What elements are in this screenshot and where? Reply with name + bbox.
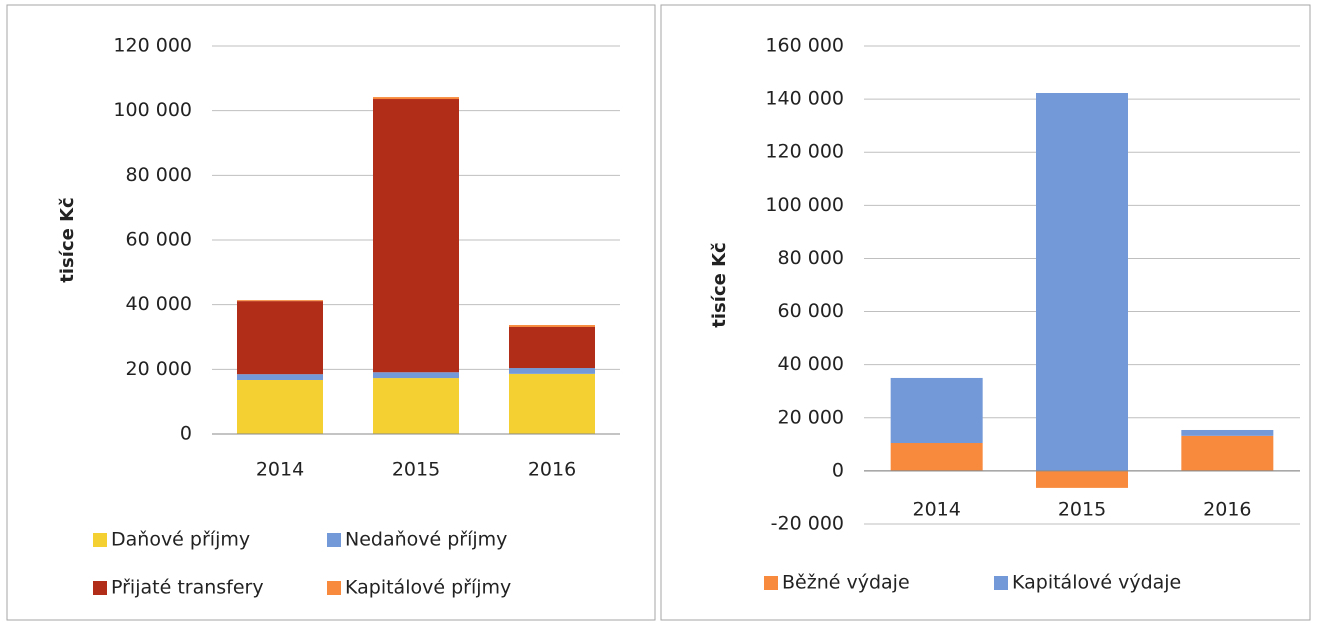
y-tick-label: 60 000 [126, 229, 192, 251]
y-tick-label: 100 000 [113, 99, 192, 121]
legend-label: Daňové příjmy [111, 529, 250, 551]
bar-segment [1181, 435, 1274, 471]
legend-swatch [327, 581, 341, 595]
x-tick-label: 2016 [1203, 499, 1251, 521]
bar-segment [237, 301, 323, 375]
x-tick-label: 2015 [392, 459, 440, 481]
bar-segment [890, 377, 983, 444]
y-tick-label: 120 000 [765, 141, 844, 163]
bar-segment [509, 326, 595, 369]
bar-segment [1036, 470, 1128, 488]
panel-border [6, 4, 656, 621]
y-tick-label: 20 000 [778, 406, 844, 428]
bar-segment [890, 443, 983, 471]
bar-segment [373, 99, 459, 373]
bar-segment [237, 300, 323, 302]
y-tick-label: 40 000 [126, 293, 192, 315]
legend-label: Běžné výdaje [782, 572, 910, 594]
legend-swatch [994, 576, 1008, 590]
y-axis-label: tisíce Kč [57, 197, 78, 282]
legend-label: Nedaňové příjmy [345, 529, 507, 551]
x-tick-label: 2014 [912, 499, 960, 521]
y-tick-label: 20 000 [126, 358, 192, 380]
y-tick-label: 100 000 [765, 194, 844, 216]
legend-swatch [93, 581, 107, 595]
y-axis-label: tisíce Kč [709, 242, 730, 327]
bar-segment [509, 368, 595, 374]
bar-segment [237, 380, 323, 434]
bar-segment [237, 374, 323, 381]
y-tick-label: 120 000 [113, 35, 192, 57]
y-tick-label: 0 [180, 423, 192, 445]
y-tick-label: 160 000 [765, 35, 844, 57]
x-tick-label: 2016 [528, 459, 576, 481]
legend-label: Kapitálové výdaje [1012, 572, 1181, 594]
bar-segment [1181, 429, 1274, 436]
bar-segment [373, 97, 459, 100]
y-tick-label: 0 [832, 459, 844, 481]
panel-border [660, 4, 1311, 621]
legend-swatch [327, 533, 341, 547]
x-tick-label: 2015 [1058, 499, 1106, 521]
y-tick-label: 140 000 [765, 88, 844, 110]
legend-swatch [764, 576, 778, 590]
bar-segment [373, 378, 459, 434]
y-tick-label: 80 000 [126, 164, 192, 186]
legend-label: Přijaté transfery [111, 577, 264, 599]
legend-swatch [93, 533, 107, 547]
bar-segment [373, 372, 459, 379]
x-tick-label: 2014 [256, 459, 304, 481]
y-tick-label: 60 000 [778, 300, 844, 322]
bar-segment [509, 325, 595, 327]
y-tick-label: 40 000 [778, 353, 844, 375]
legend-label: Kapitálové příjmy [345, 577, 511, 599]
y-tick-label: 80 000 [778, 247, 844, 269]
bar-segment [509, 373, 595, 434]
y-tick-label: -20 000 [771, 513, 844, 535]
bar-segment [1036, 93, 1128, 471]
